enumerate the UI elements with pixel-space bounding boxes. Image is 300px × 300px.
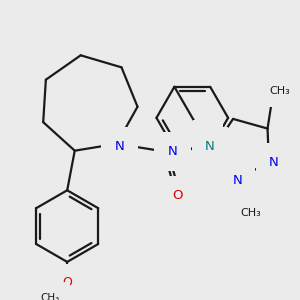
Text: N: N: [232, 174, 242, 187]
Text: CH₃: CH₃: [240, 208, 261, 218]
Text: O: O: [62, 276, 72, 289]
Text: O: O: [172, 189, 182, 202]
Text: N: N: [269, 156, 279, 169]
Text: CH₃: CH₃: [40, 293, 60, 300]
Text: N: N: [168, 145, 177, 158]
Text: N: N: [115, 140, 124, 153]
Text: H: H: [204, 131, 212, 141]
Text: N: N: [205, 140, 215, 153]
Text: CH₃: CH₃: [269, 86, 290, 96]
